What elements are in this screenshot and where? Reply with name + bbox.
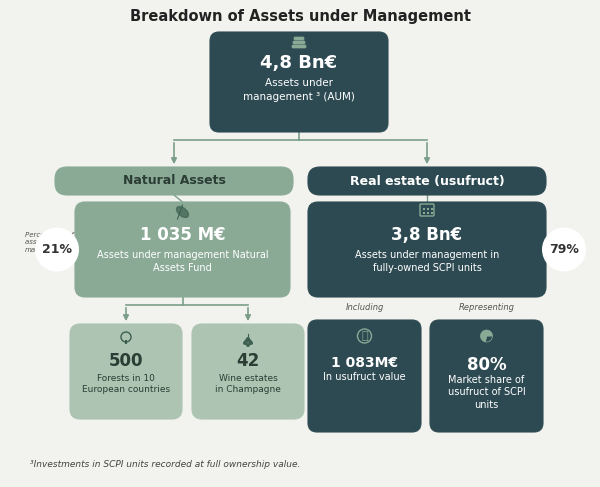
Text: Assets under
management ³ (AUM): Assets under management ³ (AUM)	[243, 78, 355, 102]
Bar	[422, 208, 425, 210]
Text: 4,8 Bn€: 4,8 Bn€	[260, 54, 338, 72]
Text: Breakdown of Assets under Management: Breakdown of Assets under Management	[130, 9, 470, 24]
FancyBboxPatch shape	[293, 41, 305, 44]
Circle shape	[249, 341, 253, 345]
Bar	[422, 212, 425, 214]
FancyBboxPatch shape	[308, 167, 546, 195]
FancyBboxPatch shape	[292, 45, 306, 48]
Bar	[431, 212, 433, 214]
Text: 500: 500	[109, 352, 143, 370]
Text: Forests in 10
European countries: Forests in 10 European countries	[82, 374, 170, 394]
Text: Real estate (usufruct): Real estate (usufruct)	[350, 174, 505, 187]
Bar	[427, 208, 428, 210]
Bar	[427, 212, 428, 214]
FancyBboxPatch shape	[75, 202, 290, 297]
Text: Representing: Representing	[458, 303, 515, 312]
Text: Percentage of
assets under
management: Percentage of assets under management	[25, 231, 74, 253]
Text: Market share of
usufruct of SCPI
units: Market share of usufruct of SCPI units	[448, 375, 526, 410]
Text: Assets under management Natural
Assets Fund: Assets under management Natural Assets F…	[97, 250, 268, 273]
FancyBboxPatch shape	[70, 324, 182, 419]
Circle shape	[246, 337, 250, 341]
FancyBboxPatch shape	[210, 32, 388, 132]
FancyBboxPatch shape	[294, 37, 304, 40]
Text: 21%: 21%	[42, 243, 72, 256]
Circle shape	[248, 339, 251, 343]
Text: ³Investments in SCPI units recorded at full ownership value.: ³Investments in SCPI units recorded at f…	[30, 460, 301, 469]
Text: 80%: 80%	[467, 356, 506, 374]
Text: 🤝: 🤝	[361, 331, 368, 341]
Circle shape	[542, 227, 586, 271]
Text: Assets under management in
fully-owned SCPI units: Assets under management in fully-owned S…	[355, 250, 499, 273]
FancyBboxPatch shape	[308, 320, 421, 432]
Text: 1 035 M€: 1 035 M€	[140, 226, 226, 244]
Text: 79%: 79%	[549, 243, 579, 256]
Text: Wine estates
in Champagne: Wine estates in Champagne	[215, 374, 281, 394]
Text: 3,8 Bn€: 3,8 Bn€	[391, 226, 463, 244]
FancyBboxPatch shape	[430, 320, 543, 432]
Bar	[431, 208, 433, 210]
Circle shape	[245, 339, 248, 343]
Circle shape	[35, 227, 79, 271]
Text: 42: 42	[236, 352, 260, 370]
Text: Natural Assets: Natural Assets	[122, 174, 226, 187]
FancyBboxPatch shape	[55, 167, 293, 195]
Text: In usufruct value: In usufruct value	[323, 372, 406, 382]
Bar	[125, 340, 127, 344]
Circle shape	[246, 343, 250, 347]
FancyBboxPatch shape	[308, 202, 546, 297]
FancyBboxPatch shape	[192, 324, 304, 419]
Text: Including: Including	[346, 303, 383, 312]
Polygon shape	[176, 206, 188, 217]
Circle shape	[243, 341, 247, 345]
Text: 1 083M€: 1 083M€	[331, 356, 398, 370]
Wedge shape	[481, 330, 493, 342]
